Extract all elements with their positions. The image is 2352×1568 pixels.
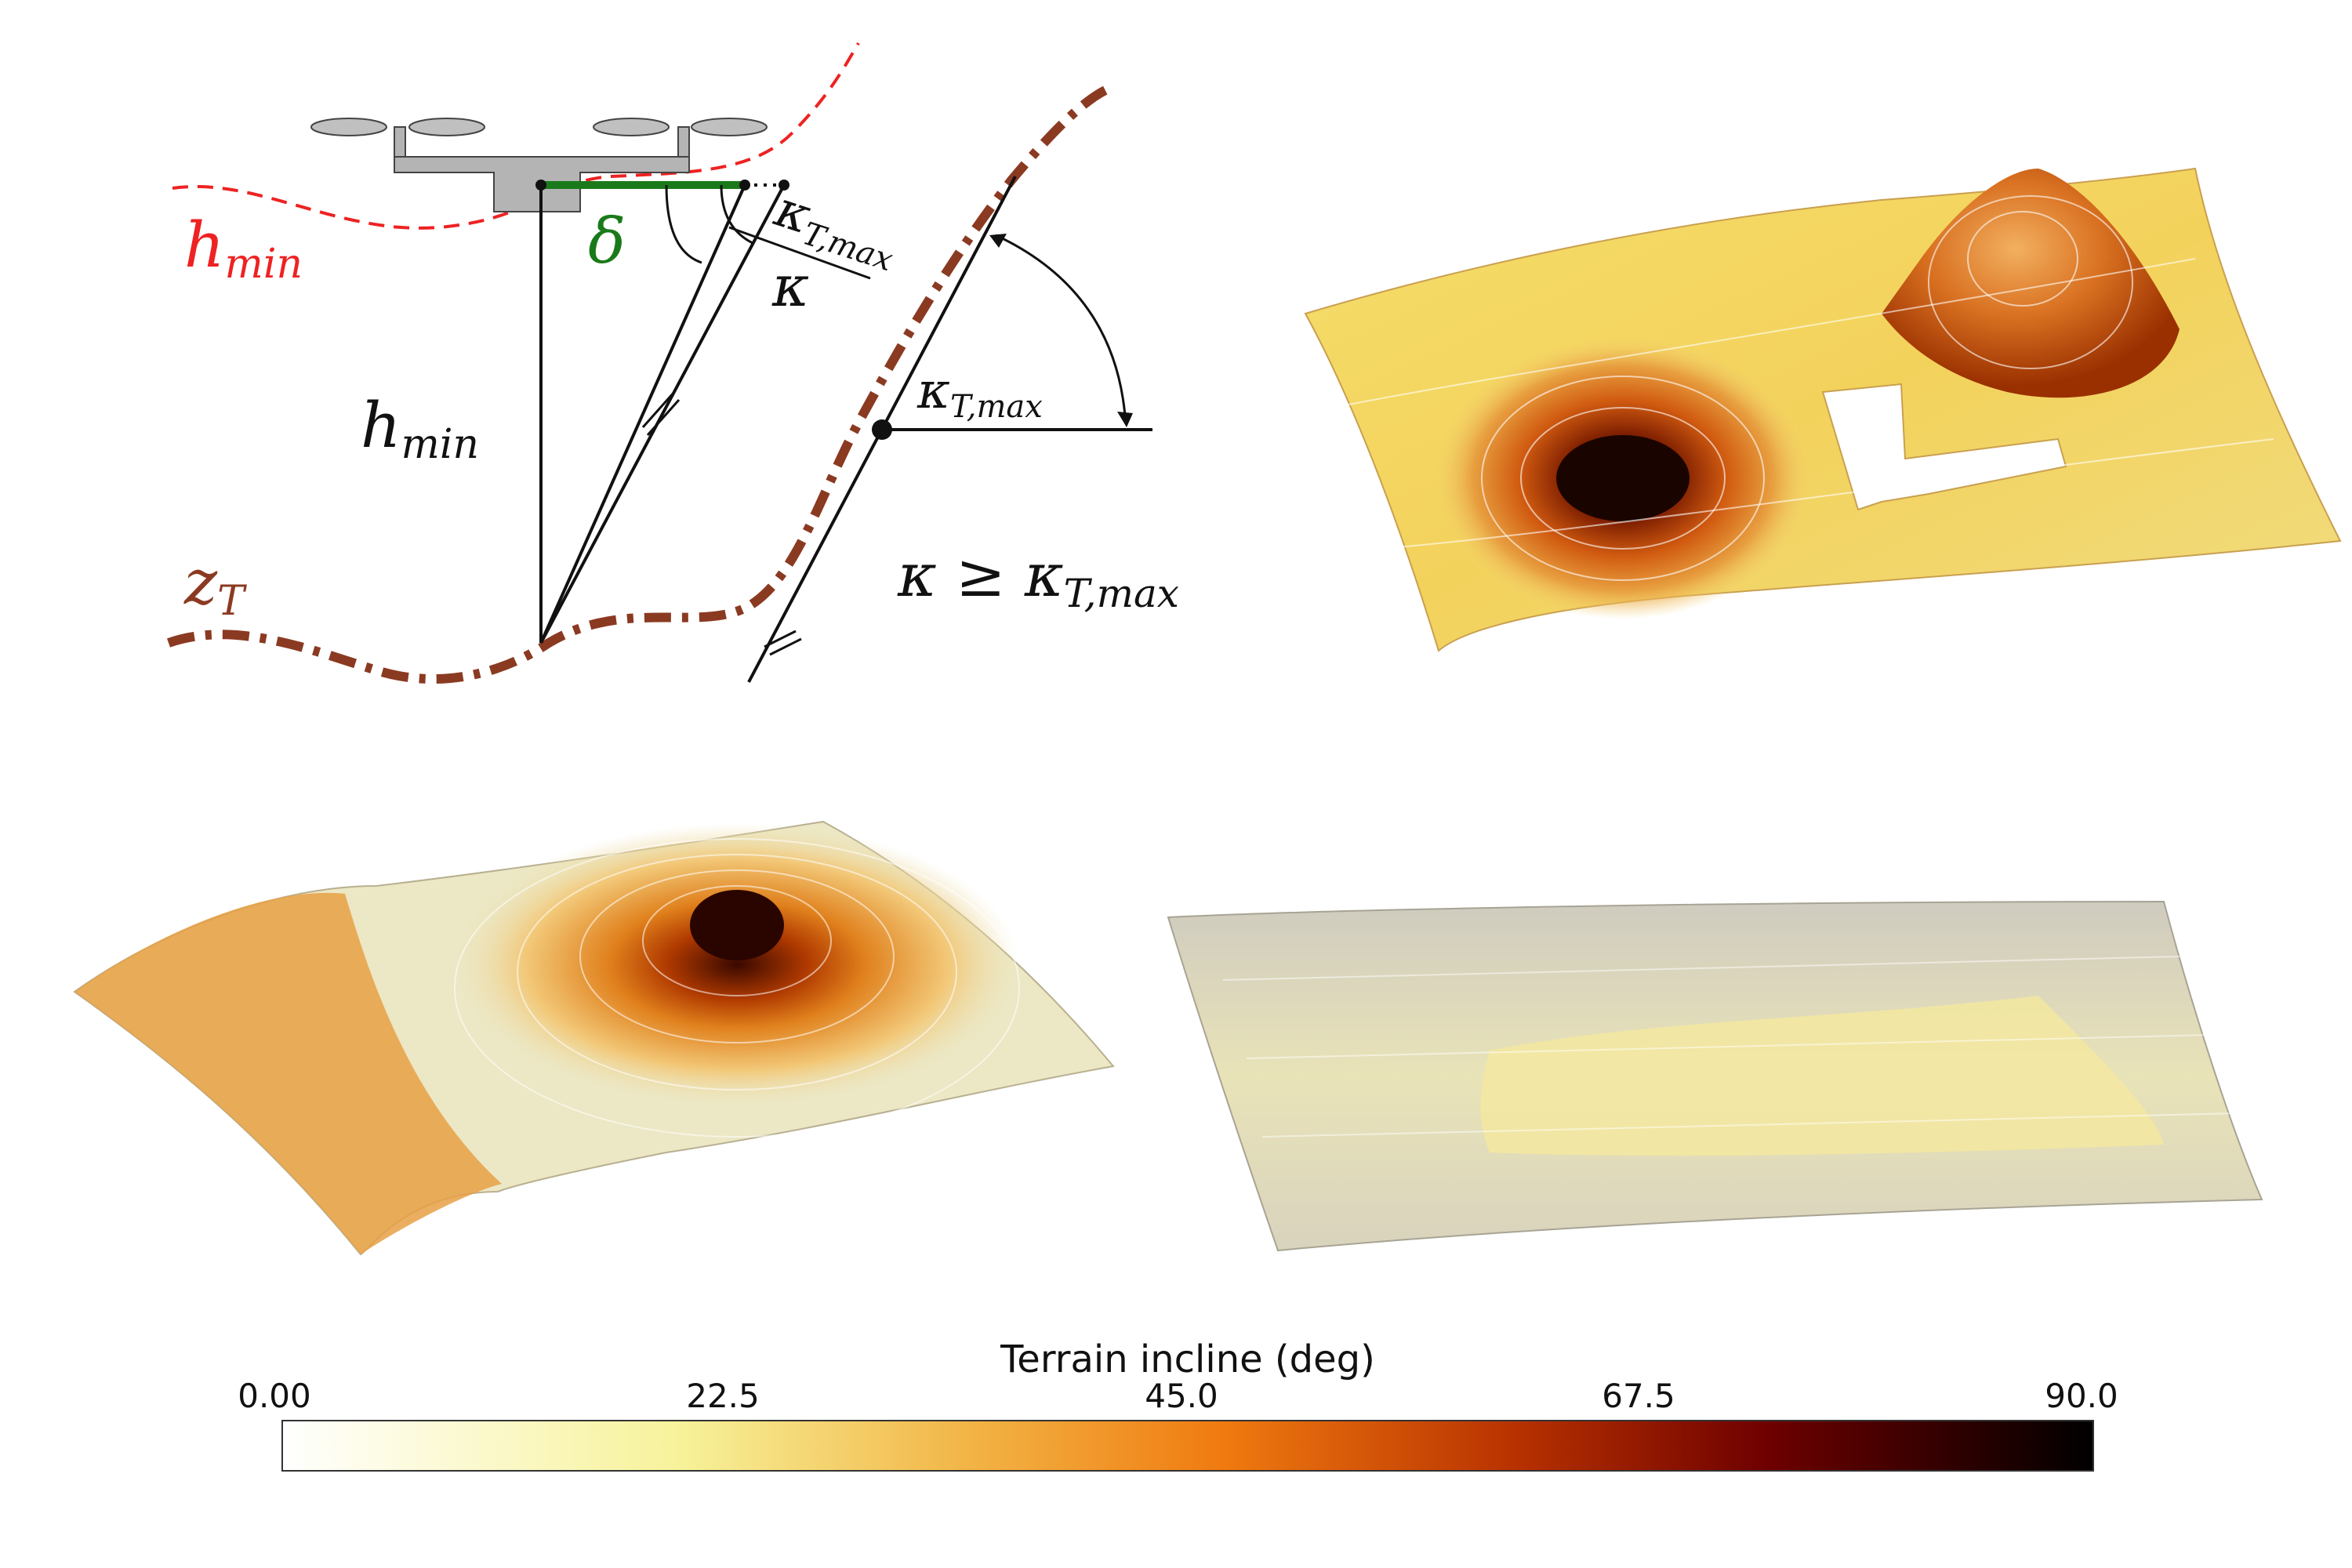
label-kappa-tmax-right: κT,max: [916, 362, 1043, 425]
colorbar-tick: 0.00: [238, 1377, 311, 1415]
schematic-diagram: hmin δ κT,max κ hmin κT,max κ ≥ κT,max z…: [167, 42, 1179, 684]
terrain-render-ridge: [1167, 900, 2263, 1252]
label-inequality: κ ≥ κT,max: [897, 540, 1179, 616]
colorbar-title: Terrain incline (deg): [1000, 1338, 1375, 1381]
terrain-render-synthetic: [1304, 167, 2342, 652]
colorbar-tick: 90.0: [2045, 1377, 2118, 1415]
label-kappa: κ: [771, 253, 809, 319]
terrain-curve: [167, 85, 1108, 684]
drone-icon: [310, 118, 768, 212]
label-zt: zT: [183, 546, 247, 625]
colorbar-tick: 67.5: [1602, 1377, 1675, 1415]
colorbar-gradient: [281, 1420, 2094, 1472]
hmin-curve: [172, 42, 860, 230]
colorbar-tick: 45.0: [1145, 1377, 1218, 1415]
colorbar-tick: 22.5: [686, 1377, 760, 1415]
label-delta: δ: [588, 205, 626, 278]
terrain-render-volcano: [73, 820, 1115, 1256]
colorbar: Terrain incline (deg) 0.00 22.5 45.0 67.…: [238, 1338, 2118, 1472]
label-hmin-red: hmin: [184, 209, 303, 288]
label-hmin-black: hmin: [361, 389, 479, 468]
